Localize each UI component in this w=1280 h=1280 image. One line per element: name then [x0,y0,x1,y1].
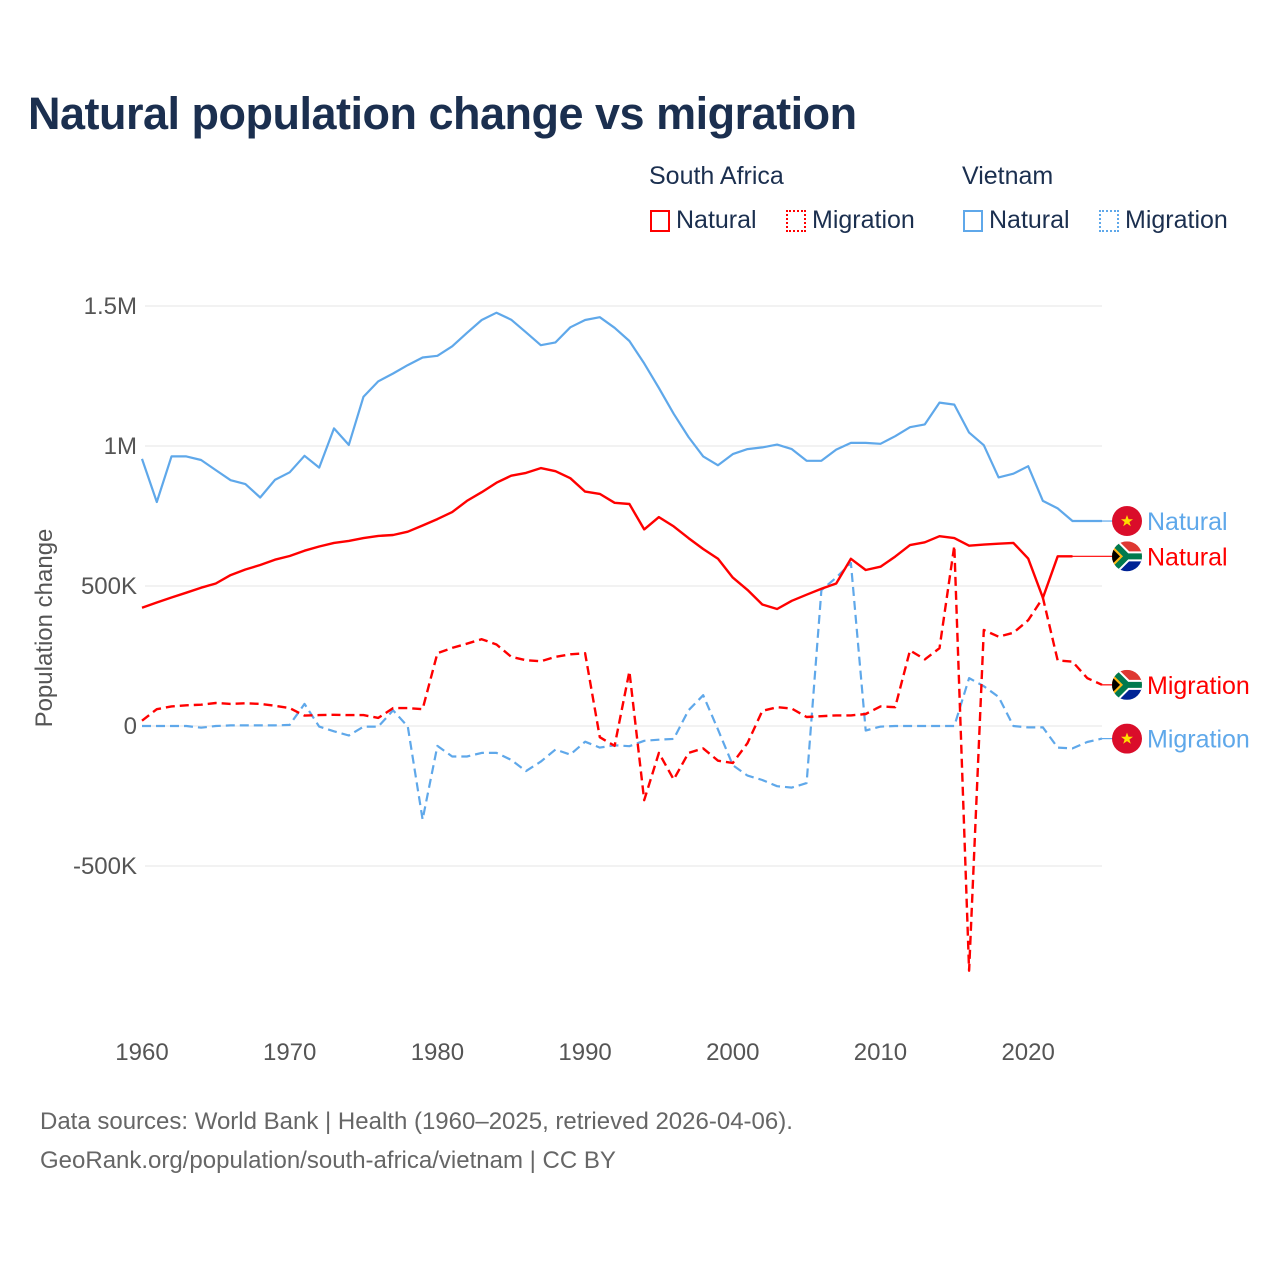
y-tick-label: 1.5M [84,293,137,320]
south-africa-flag-icon [1112,669,1142,700]
legend-group-south-africa: South Africa [649,162,784,190]
end-label: Natural [1147,543,1228,571]
legend-item-vietnam-natural[interactable]: Natural [963,206,1070,235]
x-tick-label: 2020 [1001,1039,1054,1066]
end-label: Natural [1147,508,1228,536]
x-tick-label: 2000 [706,1039,759,1066]
chart-title: Natural population change vs migration [28,88,857,139]
legend-swatch-dotted-icon [1099,209,1119,232]
legend-item-south-africa-natural[interactable]: Natural [650,206,757,235]
x-tick-label: 1980 [411,1039,464,1066]
legend-item-south-africa-migration[interactable]: Migration [786,206,915,235]
south-africa-flag-icon [1112,541,1142,572]
y-axis-title: Population change [31,529,58,728]
footer-sources: Data sources: World Bank | Health (1960–… [40,1108,793,1135]
x-tick-label: 1990 [558,1039,611,1066]
footer-attribution: GeoRank.org/population/south-africa/viet… [40,1147,616,1174]
y-tick-label: -500K [73,853,137,880]
end-label: Migration [1147,726,1250,754]
legend-label: Migration [812,206,915,234]
legend-label: Natural [989,206,1070,234]
x-tick-label: 2010 [854,1039,907,1066]
y-tick-label: 1M [104,433,137,460]
legend-item-vietnam-migration[interactable]: Migration [1099,206,1228,235]
y-tick-label: 0 [124,713,137,740]
series-line-south-africa-natural [141,466,1073,611]
series-line-vietnam-natural [140,311,1102,523]
legend-group-vietnam: Vietnam [962,162,1054,190]
x-tick-label: 1960 [115,1039,168,1066]
legend-swatch-solid-icon [650,209,670,232]
legend-label: Natural [676,206,757,234]
vietnam-flag-icon [1112,506,1142,537]
series-line-south-africa-migration [141,544,1103,972]
legend-label: Migration [1125,206,1228,234]
end-label: Migration [1147,672,1250,700]
series-line-vietnam-migration [142,561,1103,821]
legend-swatch-dotted-icon [786,209,806,232]
legend-swatch-solid-icon [963,209,983,232]
y-tick-label: 500K [81,573,137,600]
vietnam-flag-icon [1112,723,1142,754]
x-tick-label: 1970 [263,1039,316,1066]
